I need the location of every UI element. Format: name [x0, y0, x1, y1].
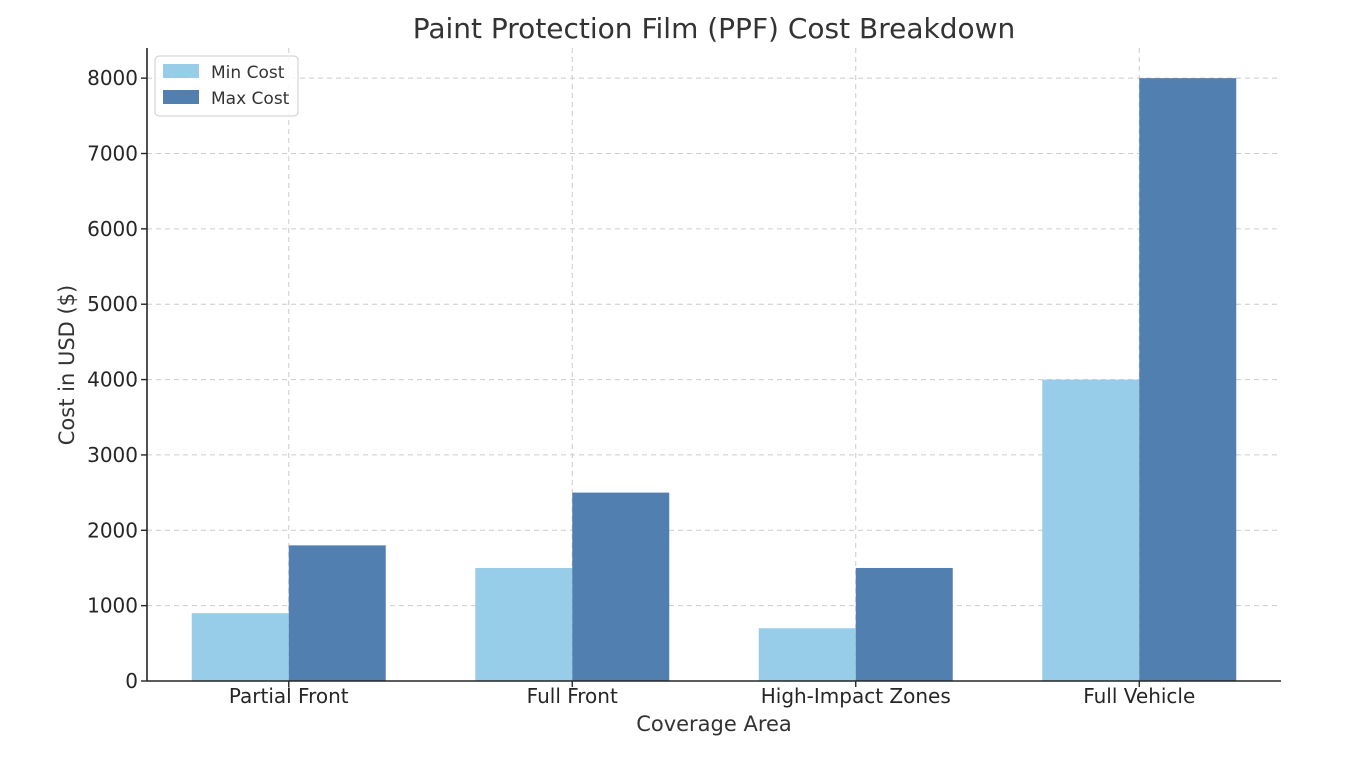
y-tick-label: 1000 [87, 594, 138, 618]
y-tick-label: 8000 [87, 66, 138, 90]
bar-max-cost [1139, 78, 1237, 681]
y-tick-label: 4000 [87, 368, 138, 392]
y-tick-label: 0 [125, 669, 138, 693]
chart-title: Paint Protection Film (PPF) Cost Breakdo… [413, 12, 1016, 45]
legend-swatch-max-cost [163, 90, 199, 104]
bars [191, 78, 1237, 681]
y-axis-label: Cost in USD ($) [55, 285, 79, 445]
legend-label-min-cost: Min Cost [211, 63, 285, 83]
bar-min-cost [1042, 379, 1140, 681]
y-tick-label: 7000 [87, 142, 138, 166]
axes [141, 48, 1281, 687]
bar-max-cost [855, 567, 953, 681]
tick-labels: 0 1000 2000 3000 4000 5000 6000 7000 8000 Partial… [87, 66, 1195, 708]
legend-swatch-min-cost [163, 64, 199, 78]
bar-max-cost [288, 545, 386, 681]
y-tick-label: 6000 [87, 217, 138, 241]
x-tick-label: Full Front [527, 684, 618, 708]
x-tick-label: Full Vehicle [1083, 684, 1195, 708]
legend-label-max-cost: Max Cost [211, 89, 290, 109]
bar-min-cost [191, 613, 289, 681]
x-tick-label: Partial Front [229, 684, 349, 708]
legend: Min Cost Max Cost [154, 55, 299, 117]
bar-min-cost [758, 628, 856, 681]
x-axis-label: Coverage Area [636, 712, 792, 736]
bar-max-cost [572, 492, 670, 681]
grid [147, 48, 1281, 681]
y-tick-label: 3000 [87, 443, 138, 467]
x-tick-label: High-Impact Zones [761, 684, 951, 708]
y-tick-label: 5000 [87, 292, 138, 316]
bar-min-cost [475, 567, 573, 681]
y-tick-label: 2000 [87, 518, 138, 542]
